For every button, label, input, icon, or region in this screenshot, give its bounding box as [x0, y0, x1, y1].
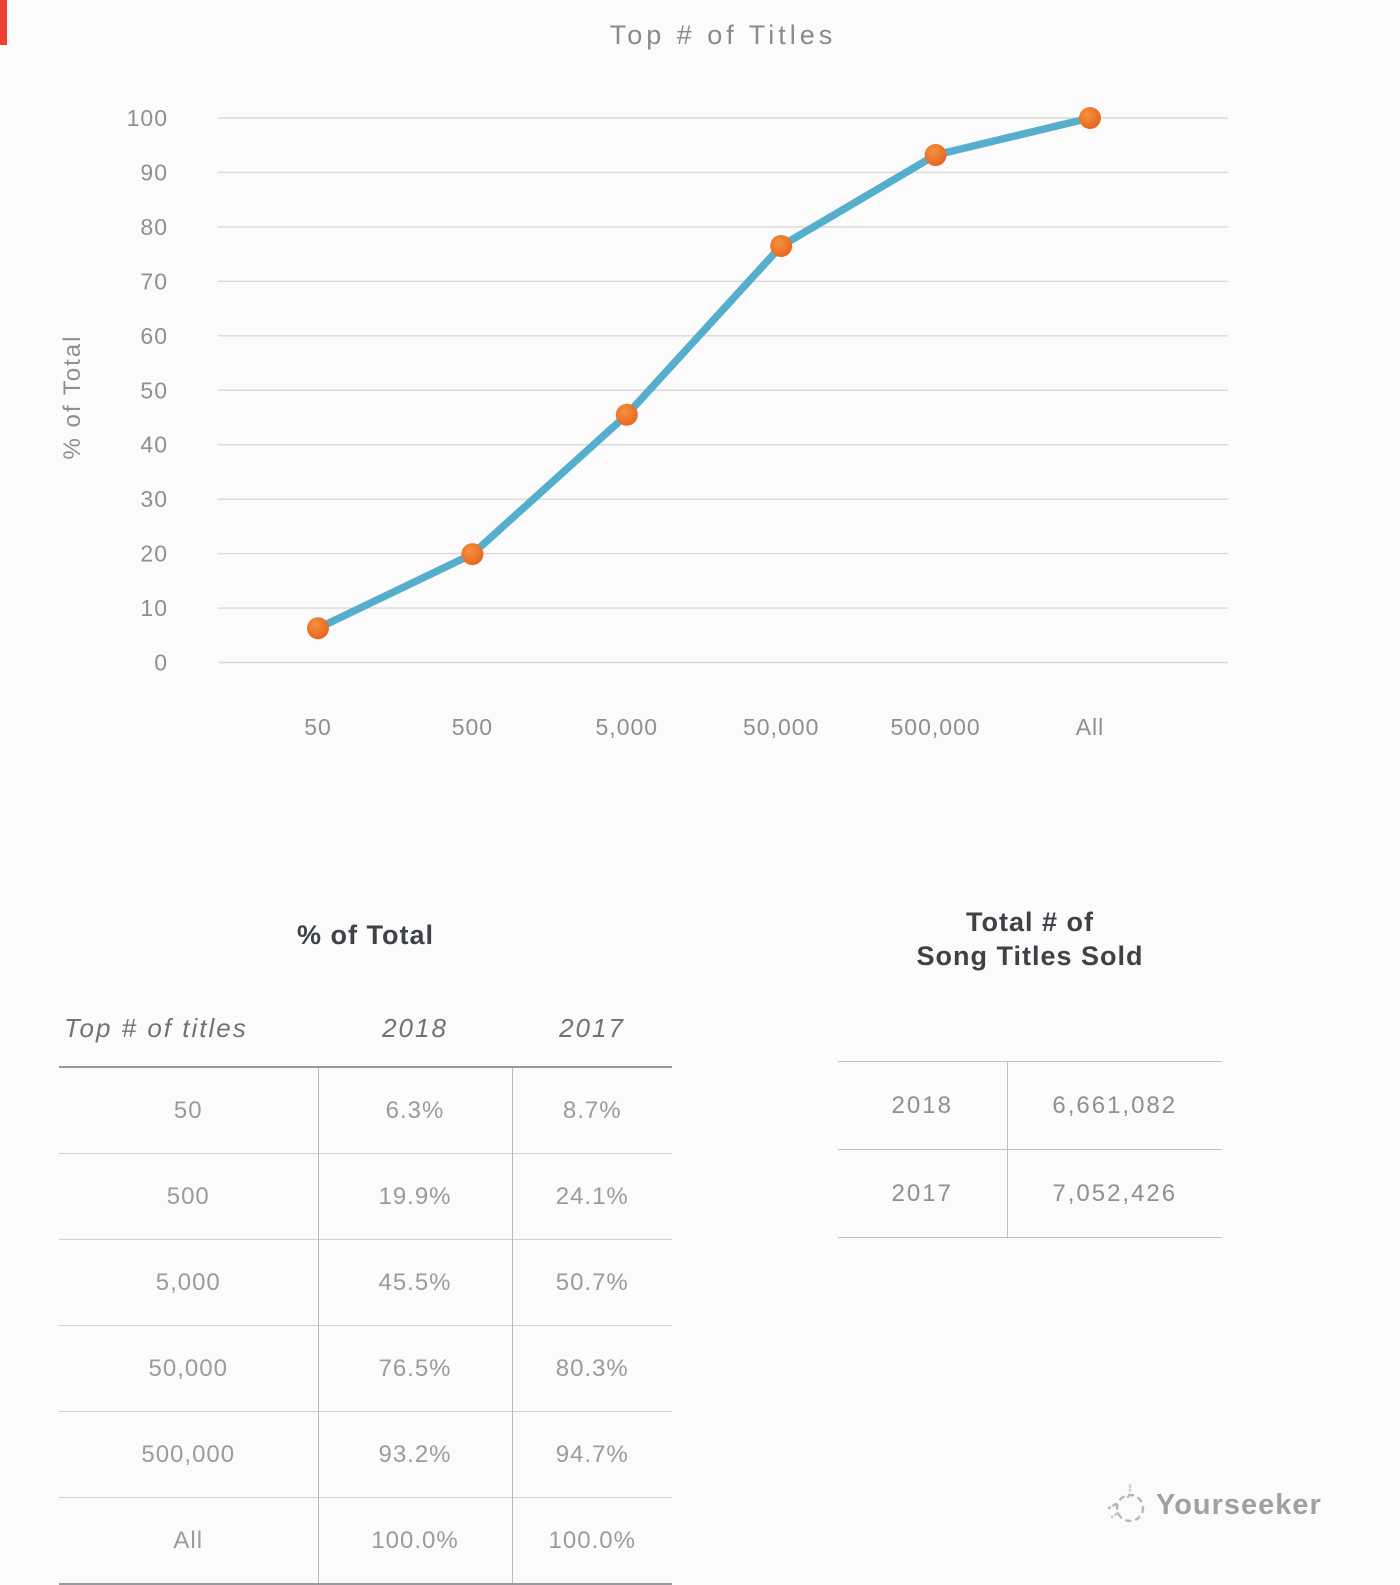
x-tick-label: 500,000: [891, 714, 981, 740]
cell-2018: 19.9%: [317, 1153, 512, 1240]
right-table-title-line2: Song Titles Sold: [916, 941, 1144, 971]
col-header-top-titles: Top # of titles: [59, 990, 318, 1068]
sketch-circle-logo-icon: [1107, 1483, 1145, 1523]
cell-2017: 8.7%: [511, 1067, 672, 1154]
y-tick-label: 10: [140, 595, 168, 621]
y-tick-label: 30: [140, 486, 168, 512]
y-tick-label: 90: [140, 159, 168, 185]
data-point-marker: [1079, 107, 1101, 129]
y-tick-label: 50: [140, 377, 168, 403]
data-point-marker: [307, 617, 329, 640]
cell-2017: 50.7%: [511, 1239, 672, 1326]
table-row: 2017 7,052,426: [838, 1149, 1222, 1238]
watermark: Yourseeker: [1106, 1483, 1322, 1527]
table-row: 5,000 45.5% 50.7%: [59, 1239, 672, 1326]
cell-2018: 45.5%: [317, 1239, 512, 1326]
right-table: 2018 6,661,082 2017 7,052,426: [838, 1061, 1222, 1238]
cell-2018: 76.5%: [317, 1325, 512, 1412]
cell-2017: 94.7%: [511, 1411, 672, 1498]
x-tick-label: 5,000: [596, 714, 659, 740]
data-point-marker: [770, 234, 793, 257]
percent-of-total-table: % of Total Top # of titles 2018 2017 50 …: [59, 920, 672, 1585]
series-line-2018: [314, 114, 1094, 632]
song-titles-sold-table: Total # of Song Titles Sold 2018 6,661,0…: [838, 905, 1222, 1238]
data-point-marker: [461, 543, 484, 566]
cell-titles: 5,000: [59, 1239, 318, 1326]
red-edge-artifact: [0, 0, 7, 45]
cell-titles: All: [59, 1497, 318, 1585]
cell-2017: 24.1%: [511, 1153, 672, 1240]
col-header-2018: 2018: [318, 990, 512, 1068]
y-tick-label: 20: [140, 541, 168, 567]
col-header-2017: 2017: [512, 990, 672, 1068]
x-tick-label: 50: [304, 714, 332, 740]
data-point-marker: [615, 403, 638, 426]
cell-2018: 6.3%: [317, 1067, 512, 1154]
cell-titles: 50: [173, 1096, 203, 1124]
table-row: 500 19.9% 24.1%: [59, 1153, 672, 1240]
cell-2017: 80.3%: [511, 1325, 672, 1412]
left-table-header-row: Top # of titles 2018 2017: [59, 990, 672, 1068]
table-row: All 100.0% 100.0%: [59, 1497, 672, 1585]
y-tick-label: 40: [140, 432, 168, 458]
cell-2018: 100.0%: [317, 1497, 512, 1585]
table-row: 2018 6,661,082: [838, 1061, 1222, 1150]
y-tick-label: 80: [140, 214, 168, 240]
cell-titles: 50,000: [59, 1325, 318, 1412]
x-tick-label: 500: [452, 714, 493, 740]
left-table-title: % of Total: [297, 920, 434, 950]
data-point-marker: [924, 144, 947, 167]
cell-total: 7,052,426: [1006, 1149, 1222, 1238]
cell-2017: 100.0%: [511, 1497, 672, 1585]
right-table-title-line1: Total # of: [966, 907, 1094, 937]
y-tick-label: 100: [127, 105, 168, 131]
cell-total: 6,661,082: [1006, 1061, 1222, 1150]
left-table: Top # of titles 2018 2017 50 6.3% 8.7% 5…: [59, 990, 672, 1585]
y-tick-label: 0: [154, 650, 168, 676]
y-tick-label: 60: [140, 323, 168, 349]
cell-titles: 500,000: [59, 1411, 318, 1498]
cell-2018: 93.2%: [317, 1411, 512, 1498]
chart-title: Top # of Titles: [609, 20, 837, 50]
right-table-title: Total # of Song Titles Sold: [838, 905, 1222, 973]
cell-year: 2017: [838, 1149, 1007, 1238]
y-tick-label: 70: [140, 268, 168, 294]
x-tick-label: 50,000: [743, 714, 819, 740]
table-row: 50,000 76.5% 80.3%: [59, 1325, 672, 1412]
table-row: 50 6.3% 8.7%: [59, 1067, 672, 1154]
cell-year: 2018: [838, 1061, 1007, 1150]
table-row: 500,000 93.2% 94.7%: [59, 1411, 672, 1498]
x-tick-label: All: [1076, 714, 1105, 740]
cell-titles: 500: [59, 1153, 318, 1240]
watermark-text: Yourseeker: [1156, 1488, 1322, 1521]
